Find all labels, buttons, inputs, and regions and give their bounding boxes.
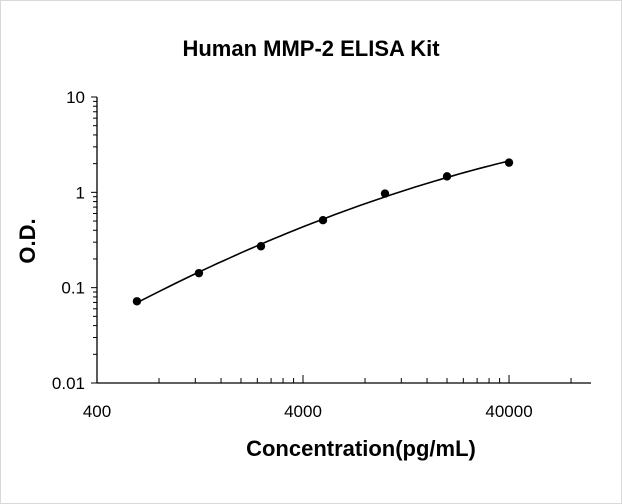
data-point bbox=[194, 268, 204, 278]
data-point bbox=[380, 189, 390, 198]
x-tick-label: 40000 bbox=[485, 402, 532, 421]
data-point bbox=[132, 297, 142, 306]
y-axis-label: O.D. bbox=[15, 218, 40, 263]
data-point bbox=[442, 172, 452, 181]
x-tick-label: 4000 bbox=[284, 402, 322, 421]
y-tick-label: 0.01 bbox=[52, 374, 85, 393]
y-tick-label: 1 bbox=[76, 183, 85, 202]
fit-curve-layer bbox=[136, 160, 510, 304]
x-axis-label: Concentration(pg/mL) bbox=[246, 436, 476, 461]
data-point bbox=[256, 242, 266, 251]
data-points bbox=[132, 158, 514, 306]
chart-title: Human MMP-2 ELISA Kit bbox=[182, 36, 440, 61]
axes: 10 1 0.1 0.01 400 4000 40000 bbox=[52, 88, 591, 421]
x-tick-label: 400 bbox=[83, 402, 111, 421]
data-point bbox=[318, 216, 328, 225]
fit-curve bbox=[136, 160, 510, 304]
y-tick-label: 0.1 bbox=[61, 279, 85, 298]
y-tick-label: 10 bbox=[66, 88, 85, 107]
data-point bbox=[504, 158, 514, 167]
